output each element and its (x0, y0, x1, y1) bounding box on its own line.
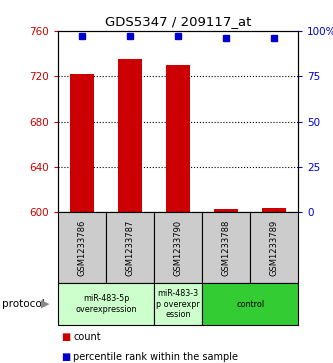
Text: miR-483-5p
overexpression: miR-483-5p overexpression (76, 294, 137, 314)
Text: GSM1233787: GSM1233787 (126, 220, 135, 276)
Text: GSM1233786: GSM1233786 (78, 220, 87, 276)
Text: GSM1233789: GSM1233789 (269, 220, 279, 276)
Text: ■: ■ (62, 352, 71, 362)
Text: ■: ■ (62, 332, 71, 342)
Text: GSM1233790: GSM1233790 (173, 220, 183, 276)
Text: percentile rank within the sample: percentile rank within the sample (73, 352, 238, 362)
Bar (262, 208, 286, 212)
Bar (118, 59, 142, 212)
Title: GDS5347 / 209117_at: GDS5347 / 209117_at (105, 15, 251, 28)
Text: protocol: protocol (2, 299, 44, 309)
Text: control: control (236, 299, 264, 309)
Bar (166, 65, 190, 212)
Text: ▶: ▶ (41, 299, 49, 309)
Text: miR-483-3
p overexpr
ession: miR-483-3 p overexpr ession (156, 289, 200, 319)
Text: GSM1233788: GSM1233788 (221, 220, 231, 276)
Text: count: count (73, 332, 101, 342)
Bar (70, 74, 94, 212)
Bar (214, 209, 238, 212)
